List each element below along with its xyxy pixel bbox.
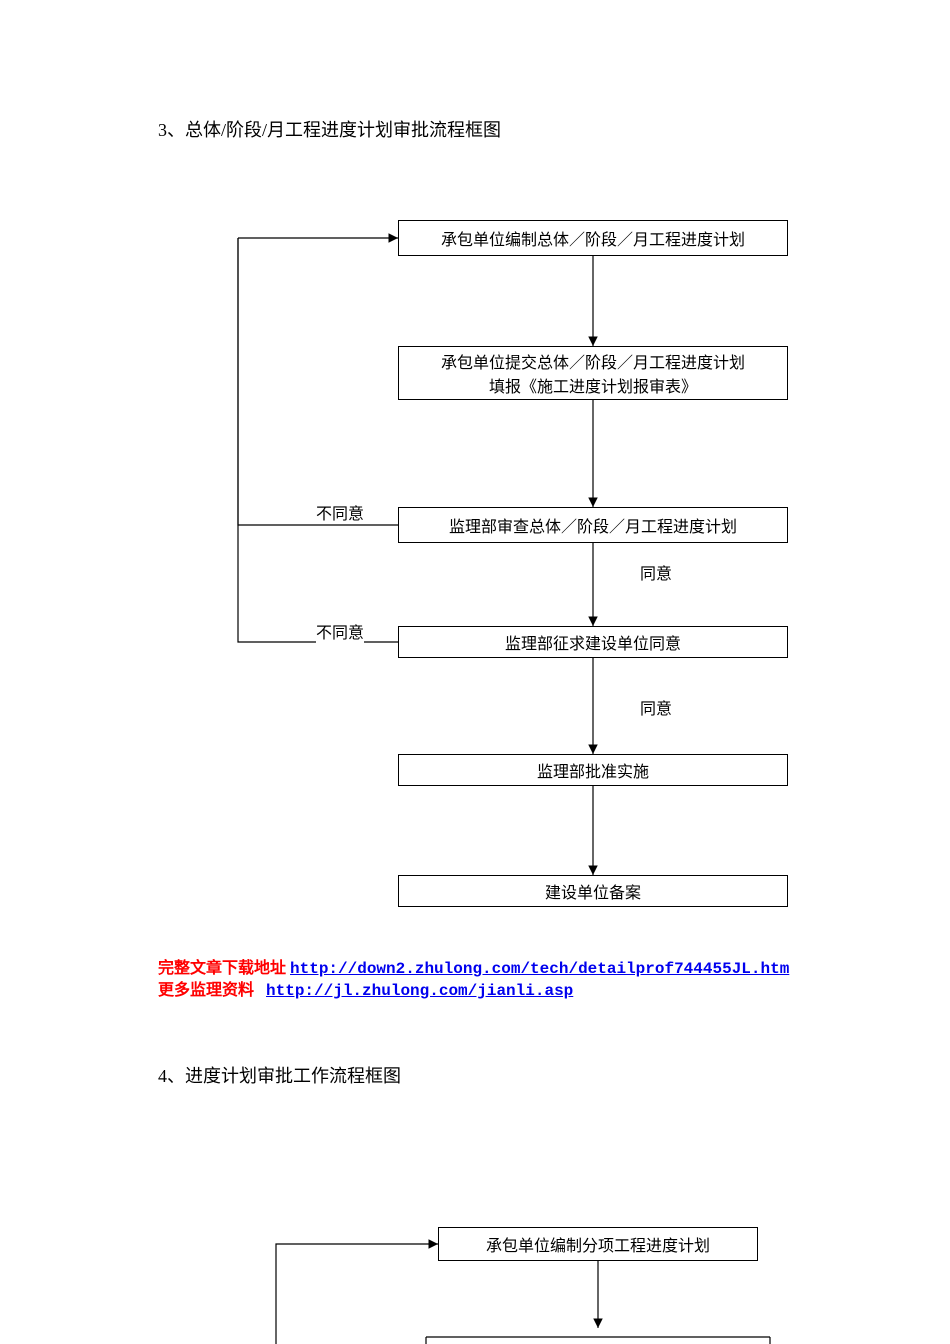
more-line: 更多监理资料 http://jl.zhulong.com/jianli.asp (158, 976, 573, 1000)
section-4-heading: 4、进度计划审批工作流程框图 (158, 1062, 401, 1088)
flow1-node-approve: 监理部批准实施 (398, 754, 788, 786)
download-line: 完整文章下载地址 http://down2.zhulong.com/tech/d… (158, 954, 789, 978)
flow1-edge-label-agree-2: 同意 (640, 695, 672, 719)
flow1-lines (0, 0, 950, 1344)
flow2-node-compile-label: 承包单位编制分项工程进度计划 (486, 1232, 710, 1256)
flow1-node-file: 建设单位备案 (398, 875, 788, 907)
download-label: 完整文章下载地址 (158, 960, 286, 977)
flow1-node-consult: 监理部征求建设单位同意 (398, 626, 788, 658)
flow1-node-compile-label: 承包单位编制总体／阶段／月工程进度计划 (441, 226, 745, 250)
flow1-node-submit-label2: 填报《施工进度计划报审表》 (489, 373, 697, 397)
flow1-node-compile: 承包单位编制总体／阶段／月工程进度计划 (398, 220, 788, 256)
flow1-node-approve-label: 监理部批准实施 (537, 758, 649, 782)
flow2-lines (0, 0, 950, 1344)
page: 3、总体/阶段/月工程进度计划审批流程框图 承包单位编制总体／阶段／月工程进度计… (0, 0, 950, 1344)
flow1-node-submit-label1: 承包单位提交总体／阶段／月工程进度计划 (441, 349, 745, 373)
flow1-node-file-label: 建设单位备案 (545, 879, 641, 903)
flow2-node-compile: 承包单位编制分项工程进度计划 (438, 1227, 758, 1261)
section-3-heading: 3、总体/阶段/月工程进度计划审批流程框图 (158, 116, 501, 142)
more-link[interactable]: http://jl.zhulong.com/jianli.asp (266, 982, 573, 1000)
flow1-node-consult-label: 监理部征求建设单位同意 (505, 630, 681, 654)
flow1-edge-label-disagree-2: 不同意 (316, 619, 364, 643)
flow1-node-review-label: 监理部审查总体／阶段／月工程进度计划 (449, 513, 737, 537)
flow1-node-submit: 承包单位提交总体／阶段／月工程进度计划 填报《施工进度计划报审表》 (398, 346, 788, 400)
flow1-edge-label-disagree-1: 不同意 (316, 500, 364, 524)
more-label: 更多监理资料 (158, 982, 254, 999)
flow1-node-review: 监理部审查总体／阶段／月工程进度计划 (398, 507, 788, 543)
flow1-edge-label-agree-1: 同意 (640, 560, 672, 584)
